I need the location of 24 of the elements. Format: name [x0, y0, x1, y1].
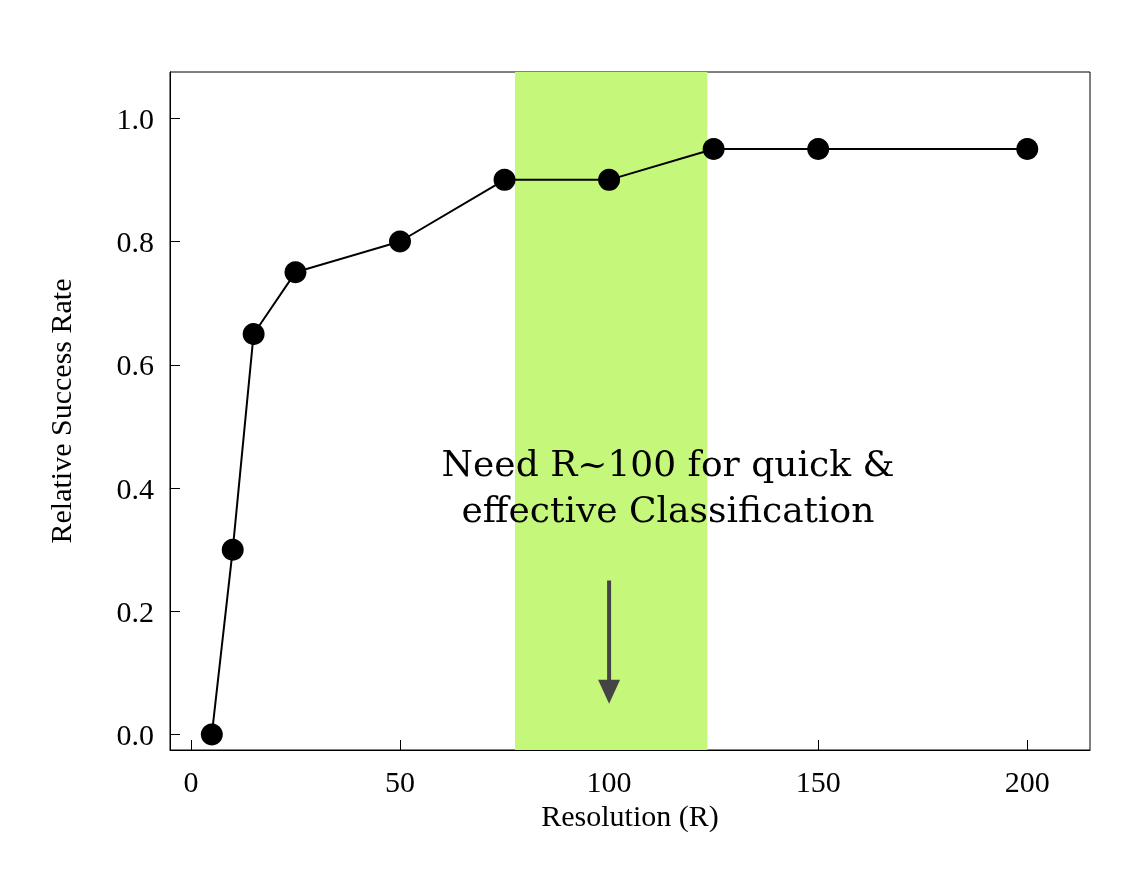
x-tick-label: 0	[183, 764, 199, 798]
y-tick-label: 0.4	[116, 471, 154, 505]
x-tick-label: 100	[586, 764, 632, 798]
point	[284, 261, 307, 284]
x-tick-label: 150	[795, 764, 841, 798]
point	[200, 723, 223, 746]
point	[493, 168, 516, 191]
y-tick-label: 0.2	[116, 594, 154, 628]
point	[389, 230, 411, 253]
x-axis-title: Resolution (R)	[541, 799, 719, 834]
y-tick-label: 0.8	[116, 225, 154, 258]
point	[221, 538, 244, 561]
y-tick-label: 0.0	[116, 718, 154, 752]
annotation: Need R~100 for quick & effective Classification	[441, 442, 895, 530]
y-axis-title: Relative Success Rate	[43, 278, 77, 544]
x-tick-label: 50	[385, 764, 415, 798]
x-tick-label: 200	[1004, 764, 1050, 798]
point	[807, 138, 830, 161]
point	[598, 168, 621, 191]
point	[242, 322, 265, 345]
point	[1016, 138, 1039, 161]
y-tick-label: 0.6	[116, 348, 154, 382]
y-tick-label: 1.0	[116, 101, 154, 135]
point	[702, 138, 725, 161]
